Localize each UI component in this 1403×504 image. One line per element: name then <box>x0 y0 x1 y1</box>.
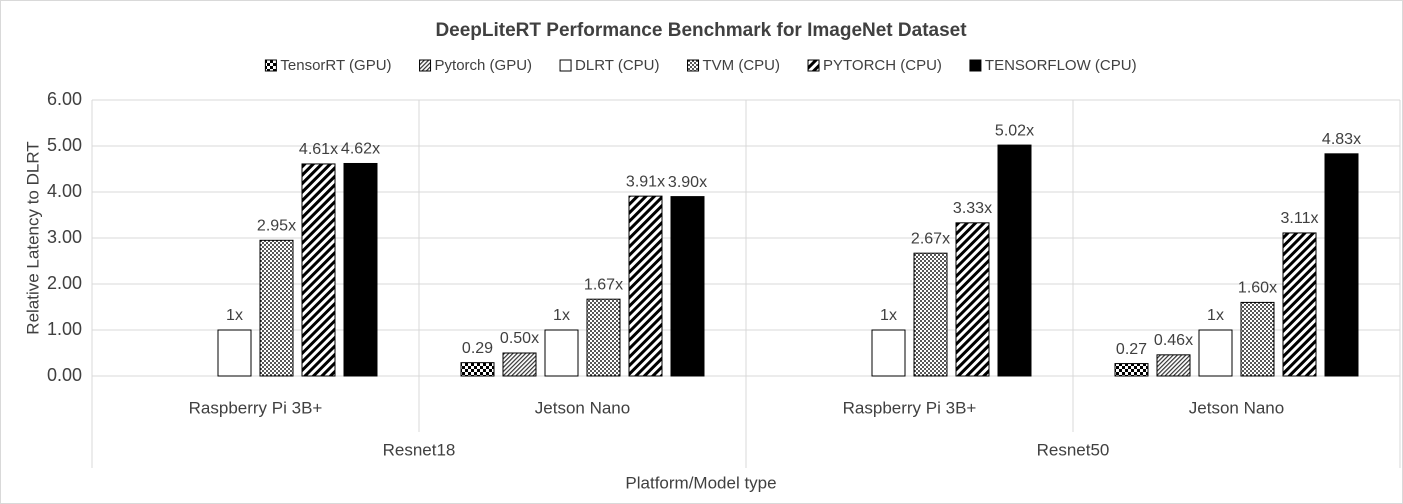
bar <box>1198 329 1233 377</box>
x-axis-title: Platform/Model type <box>625 473 776 492</box>
legend-swatch <box>687 59 700 72</box>
chart-title: DeepLiteRT Performance Benchmark for Ima… <box>435 20 967 41</box>
legend-swatch <box>559 59 572 72</box>
data-label: 5.02x <box>995 122 1034 139</box>
bar <box>217 329 252 377</box>
legend-swatch <box>419 59 432 72</box>
bar <box>871 329 906 377</box>
bar <box>460 362 495 377</box>
bar <box>586 298 621 377</box>
bar <box>1114 363 1149 377</box>
y-tick-label: 1.00 <box>47 319 82 339</box>
bar <box>343 162 378 377</box>
data-label: 4.62x <box>341 141 380 158</box>
data-label: 4.61x <box>299 141 338 158</box>
bar <box>628 195 663 377</box>
bar <box>259 239 294 377</box>
legend-label: TensorRT (GPU) <box>280 57 391 74</box>
y-tick-label: 4.00 <box>47 181 82 201</box>
bar <box>1282 232 1317 377</box>
x-tick-label: Jetson Nano <box>1189 398 1284 417</box>
legend-swatch <box>969 59 982 72</box>
data-label: 1x <box>1207 307 1224 324</box>
legend-label: Pytorch (GPU) <box>435 57 533 74</box>
y-tick-label: 5.00 <box>47 135 82 155</box>
x-tick-label: Raspberry Pi 3B+ <box>843 398 977 417</box>
bar <box>301 163 336 377</box>
legend-swatch <box>807 59 820 72</box>
bar <box>997 144 1032 377</box>
bar <box>913 252 948 377</box>
x-tick-label: Jetson Nano <box>535 398 630 417</box>
data-label: 0.29 <box>462 340 493 357</box>
y-tick-label: 0.00 <box>47 365 82 385</box>
bar <box>670 196 705 377</box>
x-tick-label: Raspberry Pi 3B+ <box>189 398 323 417</box>
data-label: 3.11x <box>1281 210 1319 227</box>
y-axis-title: Relative Latency to DLRT <box>23 141 42 334</box>
data-label: 1.60x <box>1238 280 1277 297</box>
data-label: 1.67x <box>584 276 623 293</box>
bar <box>1240 301 1275 377</box>
y-tick-label: 6.00 <box>47 89 82 109</box>
legend-label: TENSORFLOW (CPU) <box>985 57 1137 74</box>
group-label: Resnet18 <box>383 440 456 459</box>
group-label: Resnet50 <box>1037 440 1110 459</box>
data-label: 0.50x <box>500 330 539 347</box>
data-label: 0.27 <box>1116 341 1147 358</box>
data-label: 0.46x <box>1154 332 1193 349</box>
data-label: 3.91x <box>626 173 665 190</box>
y-tick-label: 3.00 <box>47 227 82 247</box>
bar <box>502 352 537 377</box>
legend-swatch <box>264 59 277 72</box>
legend-label: TVM (CPU) <box>703 57 781 74</box>
legend-label: PYTORCH (CPU) <box>823 57 942 74</box>
legend-label: DLRT (CPU) <box>575 57 659 74</box>
y-tick-label: 2.00 <box>47 273 82 293</box>
data-label: 1x <box>226 307 243 324</box>
bar <box>955 222 990 377</box>
bar <box>544 329 579 377</box>
bar <box>1156 354 1191 377</box>
data-label: 1x <box>880 307 897 324</box>
data-label: 3.33x <box>953 200 992 217</box>
data-label: 4.83x <box>1322 131 1361 148</box>
data-label: 2.67x <box>911 230 950 247</box>
bar <box>1324 153 1359 377</box>
data-label: 2.95x <box>257 218 296 235</box>
data-label: 3.90x <box>668 174 707 191</box>
data-label: 1x <box>553 307 570 324</box>
